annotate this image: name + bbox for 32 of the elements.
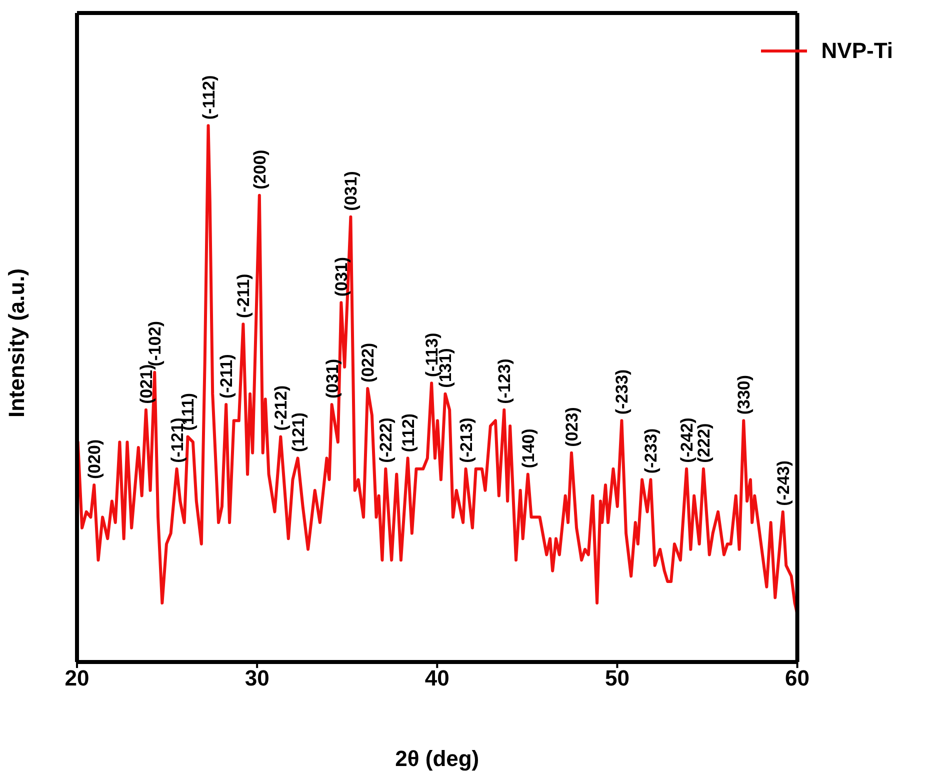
annotation: (031)	[322, 358, 342, 399]
annotation: (140)	[518, 428, 538, 468]
annotation: (-212)	[272, 385, 291, 431]
annotation: (-243)	[774, 460, 793, 506]
annotation: (-102)	[146, 321, 165, 366]
annotation: (-112)	[199, 75, 218, 120]
annotation: (021)	[136, 364, 156, 404]
annotation: (023)	[562, 407, 582, 447]
annotation: (200)	[250, 150, 270, 190]
annotation: (330)	[734, 374, 754, 415]
annotation: (112)	[398, 413, 418, 452]
annotation: (-211)	[234, 274, 254, 318]
x-tick-label: 40	[424, 666, 450, 691]
annotation: (-233)	[612, 369, 632, 415]
x-tick-label: 30	[244, 666, 270, 691]
annotation: (022)	[358, 342, 378, 382]
x-tick-label: 60	[785, 666, 810, 691]
annotation: (-242)	[678, 418, 697, 463]
x-tick-label: 20	[64, 666, 90, 691]
x-tick-label: 50	[604, 666, 630, 691]
annotation: (031)	[342, 171, 361, 211]
annotation: (031)	[332, 256, 352, 297]
annotation: (020)	[85, 439, 104, 479]
annotation: (-233)	[642, 428, 661, 474]
annotation: (-222)	[376, 418, 396, 463]
y-axis-title: Intensity (a.u.)	[4, 268, 29, 418]
annotation: (121)	[288, 412, 308, 452]
annotation: (-213)	[456, 418, 476, 463]
annotation: (-123)	[495, 358, 514, 404]
annotation: (-211)	[217, 354, 236, 399]
x-axis-title: 2θ (deg)	[395, 746, 480, 771]
legend-label: NVP-Ti	[821, 38, 893, 64]
